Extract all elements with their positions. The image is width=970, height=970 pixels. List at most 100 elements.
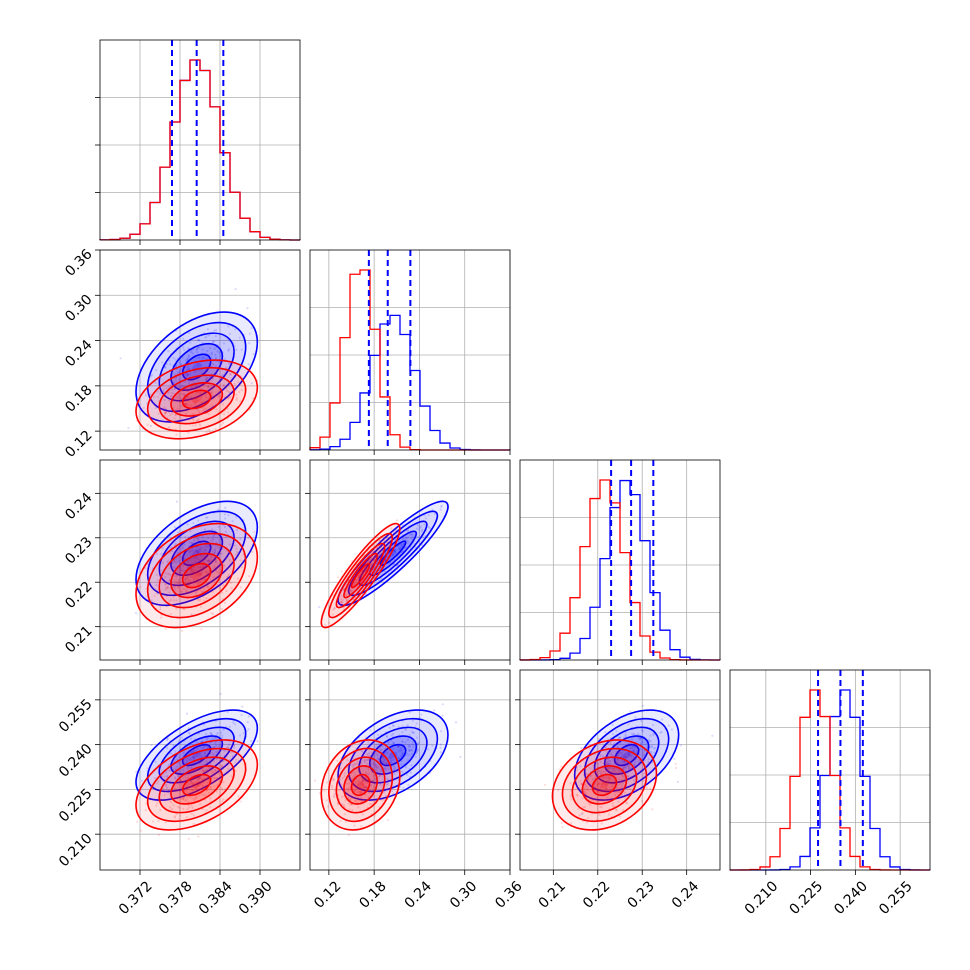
scatter-point [393, 549, 396, 552]
scatter-point [385, 735, 389, 739]
scatter-point [642, 749, 645, 752]
scatter-point [612, 767, 615, 770]
scatter-point [652, 733, 655, 737]
scatter-point [205, 335, 208, 338]
scatter-point [632, 745, 635, 749]
scatter-point [205, 733, 208, 736]
x-tick-label: 0.24 [669, 878, 702, 911]
scatter-point [397, 725, 400, 728]
scatter-point [212, 534, 216, 537]
scatter-point [250, 740, 253, 743]
scatter-point [385, 762, 388, 765]
scatter-point [210, 404, 213, 407]
scatter-point [612, 733, 615, 736]
scatter-point [215, 744, 218, 748]
scatter-point [217, 745, 220, 748]
scatter-point [381, 756, 385, 759]
scatter-point [217, 360, 220, 363]
scatter-point [203, 723, 206, 726]
scatter-point [441, 703, 444, 706]
scatter-point [176, 407, 179, 410]
scatter-point [174, 358, 177, 361]
scatter-point [208, 559, 211, 563]
x-tick-label: 0.36 [492, 878, 525, 911]
scatter-point [214, 335, 217, 338]
scatter-point [178, 580, 181, 583]
scatter-point [397, 548, 400, 551]
y-tick-label: 0.22 [62, 579, 95, 612]
scatter-point [165, 362, 168, 366]
x-tick-label: 0.378 [156, 878, 196, 918]
scatter-point [208, 334, 211, 337]
scatter-point [182, 394, 185, 397]
scatter-point [406, 724, 409, 727]
scatter-point [222, 749, 225, 752]
scatter-point [401, 770, 404, 773]
scatter-point [420, 525, 423, 528]
scatter-point [190, 751, 193, 754]
scatter-point [195, 549, 198, 552]
scatter-point [201, 554, 204, 557]
scatter-point [234, 544, 237, 547]
scatter-point [390, 760, 393, 763]
scatter-point [199, 566, 202, 569]
scatter-point [408, 733, 411, 737]
scatter-point [248, 342, 251, 345]
scatter-point [182, 769, 185, 772]
scatter-point [212, 538, 215, 541]
scatter-point [205, 377, 208, 381]
scatter-point [638, 753, 641, 756]
scatter-point [642, 754, 645, 757]
scatter-point [165, 387, 168, 390]
scatter-point [174, 379, 178, 382]
scatter-point [187, 373, 190, 376]
scatter-point [440, 505, 443, 508]
scatter-point [163, 398, 166, 401]
scatter-point [207, 385, 210, 388]
scatter-point [200, 401, 203, 404]
scatter-point [399, 546, 402, 549]
scatter-point [224, 506, 227, 509]
scatter-point [183, 380, 186, 384]
scatter-point [377, 743, 380, 746]
scatter-point [351, 764, 354, 767]
scatter-point [418, 526, 421, 529]
scatter-point [220, 552, 223, 555]
scatter-point [624, 766, 627, 770]
scatter-point [192, 579, 195, 582]
scatter-point [180, 392, 183, 395]
scatter-point [177, 775, 180, 778]
scatter-point [384, 767, 387, 770]
scatter-point [168, 769, 171, 772]
scatter-point [598, 769, 601, 773]
scatter-point [640, 719, 643, 723]
scatter-point [166, 560, 169, 564]
scatter-point [393, 766, 396, 769]
scatter-point [185, 560, 188, 563]
scatter-point [560, 765, 563, 768]
scatter-point [177, 762, 180, 765]
scatter-point [182, 393, 185, 396]
scatter-point [176, 551, 179, 554]
scatter-point [235, 393, 238, 396]
scatter-point [180, 763, 183, 766]
scatter-point [392, 724, 395, 727]
scatter-point [164, 365, 167, 368]
scatter-point [421, 528, 424, 531]
scatter-point [220, 736, 223, 740]
scatter-point [398, 548, 401, 551]
scatter-point [660, 730, 663, 734]
scatter-point [195, 348, 198, 351]
y-tick-label: 0.24 [62, 337, 95, 370]
scatter-point [179, 568, 182, 571]
scatter-point [415, 722, 418, 725]
scatter-point [629, 746, 632, 750]
scatter-point [154, 406, 157, 410]
scatter-point [439, 730, 443, 733]
scatter-point [219, 552, 222, 556]
scatter-point [224, 530, 227, 534]
scatter-point [654, 746, 657, 749]
scatter-point [422, 536, 425, 539]
scatter-point [224, 535, 228, 538]
scatter-point [661, 718, 664, 721]
